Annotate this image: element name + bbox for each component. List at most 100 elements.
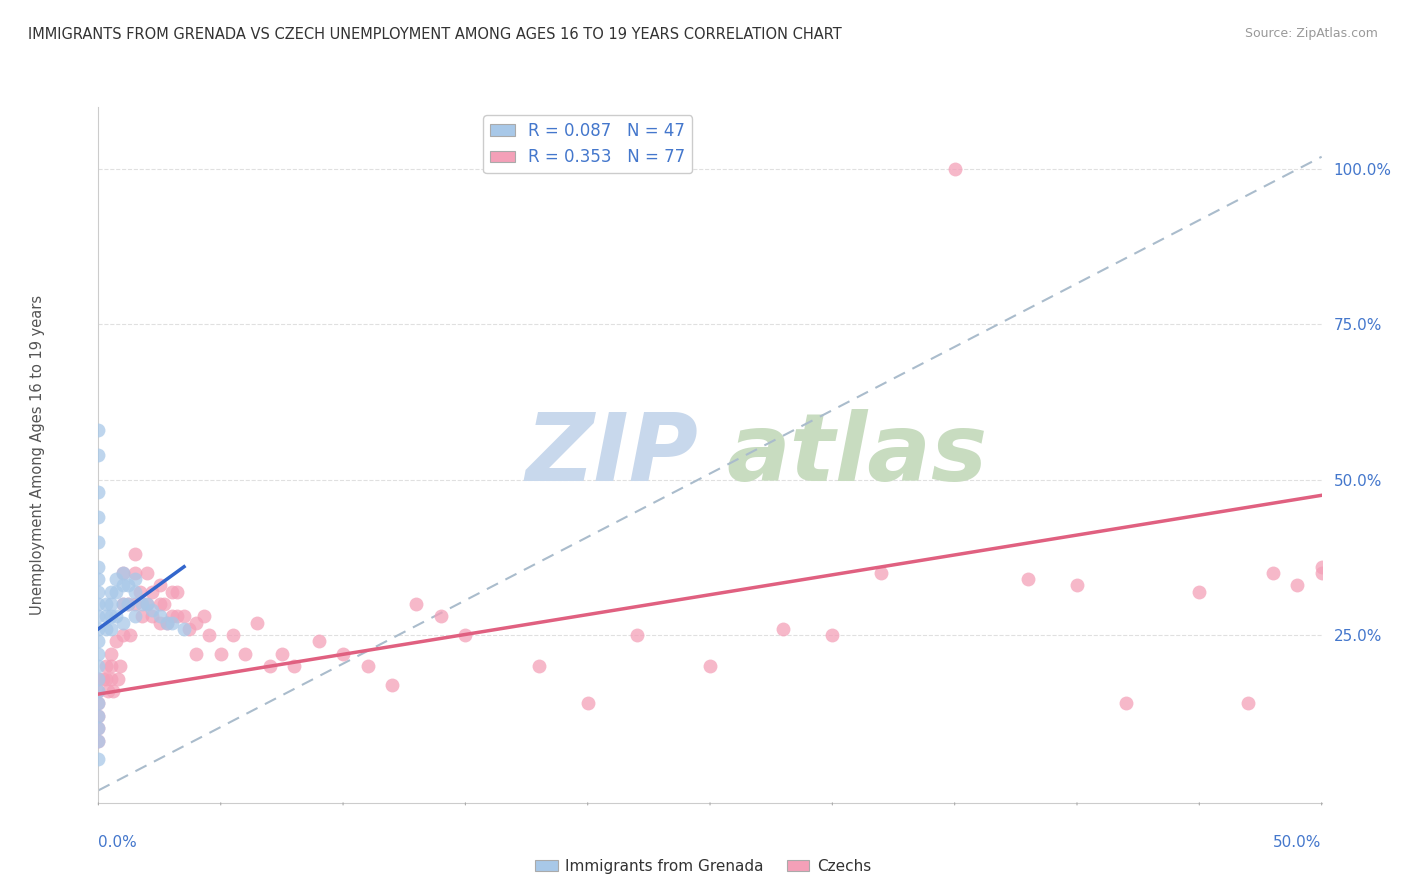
Point: [100, 647, 122, 661]
Point: [124, 566, 146, 580]
Point: [356, 659, 378, 673]
Point: [110, 659, 132, 673]
Point: [1066, 578, 1088, 592]
Point: [136, 566, 159, 580]
Point: [104, 609, 127, 624]
Point: [160, 609, 183, 624]
Point: [117, 578, 139, 592]
Point: [124, 597, 146, 611]
Point: [87, 733, 110, 747]
Point: [87, 733, 110, 747]
Point: [156, 615, 179, 630]
Point: [1310, 566, 1333, 580]
Point: [100, 609, 122, 624]
Point: [1188, 584, 1211, 599]
Text: atlas: atlas: [725, 409, 987, 501]
Point: [1310, 559, 1333, 574]
Point: [1261, 566, 1284, 580]
Point: [87, 485, 110, 500]
Point: [166, 584, 188, 599]
Point: [94, 609, 117, 624]
Point: [1017, 572, 1039, 586]
Point: [1237, 697, 1260, 711]
Point: [699, 659, 721, 673]
Point: [527, 659, 550, 673]
Point: [173, 622, 195, 636]
Point: [141, 603, 163, 617]
Point: [177, 622, 200, 636]
Point: [94, 597, 117, 611]
Point: [332, 647, 354, 661]
Point: [405, 597, 427, 611]
Point: [186, 615, 208, 630]
Point: [87, 510, 110, 524]
Point: [94, 672, 117, 686]
Point: [870, 566, 893, 580]
Text: IMMIGRANTS FROM GRENADA VS CZECH UNEMPLOYMENT AMONG AGES 16 TO 19 YEARS CORRELAT: IMMIGRANTS FROM GRENADA VS CZECH UNEMPLO…: [28, 27, 842, 42]
Point: [1115, 697, 1137, 711]
Point: [87, 684, 110, 698]
Point: [131, 609, 153, 624]
Point: [87, 697, 110, 711]
Text: 0.0%: 0.0%: [98, 836, 138, 850]
Point: [104, 584, 127, 599]
Point: [120, 628, 142, 642]
Point: [111, 566, 134, 580]
Point: [87, 597, 110, 611]
Point: [129, 584, 152, 599]
Point: [97, 684, 120, 698]
Point: [576, 697, 599, 711]
Point: [131, 597, 153, 611]
Point: [100, 672, 122, 686]
Point: [111, 615, 134, 630]
Point: [100, 597, 122, 611]
Point: [430, 609, 453, 624]
Point: [626, 628, 648, 642]
Text: Unemployment Among Ages 16 to 19 years: Unemployment Among Ages 16 to 19 years: [30, 295, 45, 615]
Point: [87, 708, 110, 723]
Point: [87, 423, 110, 437]
Point: [87, 647, 110, 661]
Point: [233, 647, 256, 661]
Point: [821, 628, 844, 642]
Point: [308, 634, 330, 648]
Point: [87, 584, 110, 599]
Point: [87, 659, 110, 673]
Point: [124, 547, 146, 561]
Point: [153, 597, 176, 611]
Point: [87, 609, 110, 624]
Point: [87, 622, 110, 636]
Point: [87, 672, 110, 686]
Point: [87, 721, 110, 735]
Point: [270, 647, 294, 661]
Point: [943, 162, 966, 177]
Point: [173, 609, 195, 624]
Point: [111, 578, 134, 592]
Point: [136, 597, 159, 611]
Point: [94, 659, 117, 673]
Point: [104, 634, 127, 648]
Point: [193, 609, 215, 624]
Point: [94, 622, 117, 636]
Point: [117, 597, 139, 611]
Point: [87, 708, 110, 723]
Point: [87, 534, 110, 549]
Point: [209, 647, 232, 661]
Point: [1286, 578, 1309, 592]
Text: Source: ZipAtlas.com: Source: ZipAtlas.com: [1244, 27, 1378, 40]
Legend: Immigrants from Grenada, Czechs: Immigrants from Grenada, Czechs: [529, 853, 877, 880]
Point: [87, 721, 110, 735]
Point: [87, 559, 110, 574]
Point: [87, 697, 110, 711]
Point: [111, 628, 134, 642]
Point: [91, 672, 114, 686]
Point: [160, 584, 183, 599]
Point: [87, 672, 110, 686]
Point: [136, 597, 159, 611]
Point: [87, 634, 110, 648]
Point: [87, 572, 110, 586]
Point: [381, 678, 404, 692]
Point: [197, 628, 219, 642]
Point: [100, 622, 122, 636]
Point: [87, 684, 110, 698]
